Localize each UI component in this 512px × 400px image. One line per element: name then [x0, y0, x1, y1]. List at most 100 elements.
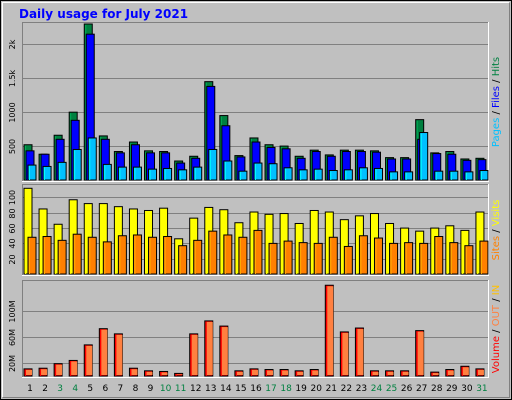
- bar-sites: [193, 239, 203, 275]
- bar-pages-fill: [208, 148, 218, 181]
- bar-sites-fill: [148, 236, 158, 275]
- bar-pages-fill: [148, 168, 158, 181]
- bar-pages: [223, 160, 233, 181]
- x-tick-label: 18: [280, 384, 292, 394]
- y-tick-label: 2k: [8, 39, 17, 49]
- x-tick-label: 12: [190, 384, 201, 394]
- bar-pages: [178, 169, 188, 181]
- bar-in: [251, 369, 258, 375]
- legend-item: Volume: [491, 336, 502, 373]
- bar-pages: [102, 163, 112, 181]
- bar-sites-fill: [404, 242, 414, 275]
- legend-item: /: [491, 76, 502, 86]
- bar-pages-fill: [57, 161, 67, 181]
- bar-sites: [389, 242, 399, 275]
- bar-sites: [178, 245, 188, 275]
- bar-sites-fill: [27, 236, 37, 275]
- bar-sites: [479, 240, 489, 275]
- bar-sites: [102, 241, 112, 275]
- bar-pages: [358, 167, 368, 181]
- x-tick-label: 9: [148, 384, 154, 394]
- legend-item: Files: [491, 86, 502, 108]
- bar-pages-fill: [373, 167, 383, 181]
- bar-pages-fill: [117, 166, 127, 181]
- bar-pages-fill: [132, 166, 142, 181]
- x-tick-label: 24: [371, 384, 383, 394]
- bar-sites: [87, 236, 97, 275]
- x-tick-label: 8: [133, 384, 139, 394]
- bar-pages-fill: [404, 171, 414, 181]
- legend-item: /: [491, 108, 502, 118]
- bar-pages: [328, 170, 338, 181]
- x-tick-label: 7: [118, 384, 124, 394]
- bar-sites-fill: [223, 234, 233, 275]
- x-tick-label: 23: [356, 384, 367, 394]
- bar-sites: [328, 236, 338, 275]
- panel-volume-bevel-light: [22, 280, 489, 378]
- bar-pages-fill: [313, 168, 323, 181]
- bar-sites-fill: [253, 229, 263, 275]
- bar-sites: [464, 245, 474, 275]
- bar-sites: [42, 236, 52, 275]
- x-tick-label: 26: [401, 384, 413, 394]
- x-tick-label: 25: [386, 384, 397, 394]
- legend-item: /: [491, 295, 502, 305]
- legend-item: IN: [491, 285, 502, 295]
- bar-sites-fill: [238, 236, 248, 275]
- bar-sites-fill: [268, 242, 278, 275]
- bar-sites-fill: [178, 245, 188, 275]
- bar-pages: [419, 132, 429, 181]
- bar-sites: [434, 236, 444, 275]
- y-tick-label: 60: [8, 223, 17, 233]
- bar-sites-fill: [132, 234, 142, 275]
- bar-sites-fill: [298, 242, 308, 275]
- bar-in: [447, 370, 454, 375]
- legend-item: OUT: [491, 304, 502, 326]
- bar-sites: [268, 242, 278, 275]
- y-tick-label: 1000: [8, 102, 17, 122]
- x-tick-label: 10: [160, 384, 172, 394]
- bar-pages: [87, 137, 97, 181]
- bar-sites-fill: [193, 239, 203, 275]
- legend-item: /: [491, 226, 502, 236]
- legend-item: Hits: [491, 57, 502, 76]
- x-tick-label: 5: [87, 384, 93, 394]
- y-tick-label: 500: [8, 139, 17, 154]
- panel-volume-bevel-dark: [22, 280, 489, 378]
- bar-sites-fill: [102, 241, 112, 275]
- bar-pages: [373, 167, 383, 181]
- bar-pages-fill: [42, 165, 52, 181]
- bar-pages-fill: [193, 166, 203, 181]
- x-tick-label: 3: [57, 384, 63, 394]
- bar-pages-fill: [87, 137, 97, 181]
- bar-pages: [72, 148, 82, 181]
- bar-in: [176, 374, 183, 375]
- bar-pages-fill: [328, 170, 338, 181]
- x-tick-label: 21: [326, 384, 337, 394]
- bar-sites-fill: [373, 237, 383, 275]
- bar-in: [236, 371, 243, 375]
- bar-sites-fill: [419, 242, 429, 275]
- y-tick-label: 100: [8, 190, 17, 205]
- bar-pages: [117, 166, 127, 181]
- bar-pages: [163, 167, 173, 181]
- bar-sites: [253, 229, 263, 275]
- bar-pages: [449, 170, 459, 181]
- bar-in: [131, 369, 138, 375]
- bar-sites: [298, 242, 308, 275]
- bar-pages: [238, 170, 248, 181]
- y-tick-label: 20M: [8, 355, 17, 372]
- bar-in: [417, 331, 424, 375]
- bar-sites: [358, 235, 368, 275]
- bar-sites: [117, 235, 127, 275]
- panel-visits-bevel-light: [22, 184, 489, 276]
- bar-sites: [419, 242, 429, 275]
- bar-in: [267, 370, 274, 375]
- x-tick-label: 28: [431, 384, 443, 394]
- y-tick-label: 80: [8, 208, 17, 218]
- x-tick-label: 22: [341, 384, 352, 394]
- bar-pages-fill: [389, 171, 399, 181]
- bar-pages: [343, 169, 353, 181]
